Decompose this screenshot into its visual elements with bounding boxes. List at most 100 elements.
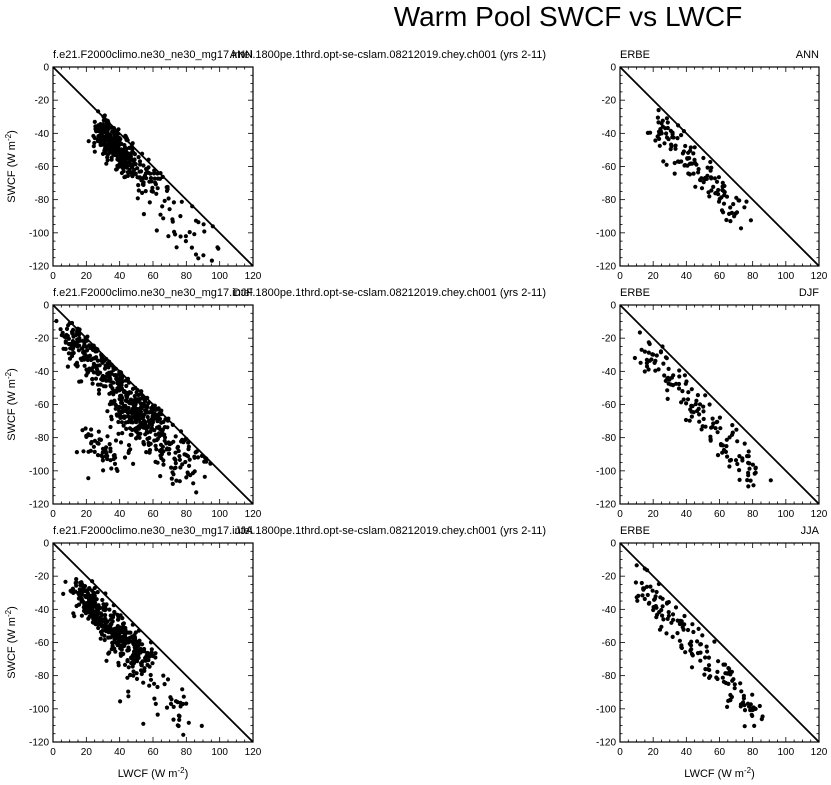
scatter-point — [87, 353, 93, 358]
scatter-point — [113, 438, 119, 443]
scatter-point — [199, 723, 204, 729]
scatter-point — [202, 459, 207, 464]
scatter-point — [702, 672, 707, 677]
scatter-point — [91, 365, 96, 370]
scatter-point — [81, 350, 86, 355]
scatter-point — [655, 612, 660, 617]
scatter-point — [174, 245, 179, 250]
x-tick-label: 60 — [714, 509, 726, 520]
scatter-point — [105, 619, 110, 624]
y-tick-label: -40 — [602, 129, 617, 140]
scatter-point — [91, 356, 96, 361]
scatter-point — [85, 591, 90, 596]
scatter-point — [121, 621, 126, 626]
scatter-point — [83, 335, 88, 340]
scatter-point — [703, 393, 708, 398]
x-tick-label: 100 — [211, 747, 228, 758]
scatter-point — [735, 439, 740, 444]
scatter-point — [103, 613, 108, 618]
y-tick-label: -80 — [35, 195, 50, 206]
scatter-point — [121, 165, 126, 170]
scatter-point — [727, 458, 733, 463]
panel-season-label: ANN — [796, 49, 819, 61]
scatter-point — [768, 478, 773, 483]
scatter-point — [116, 148, 121, 153]
x-tick-label: 0 — [50, 747, 56, 758]
scatter-point — [108, 622, 113, 627]
scatter-point — [689, 651, 695, 657]
scatter-point — [172, 229, 177, 234]
scatter-points — [61, 577, 204, 737]
scatter-point — [129, 144, 134, 149]
scatter-point — [683, 650, 688, 655]
scatter-point — [706, 663, 712, 668]
scatter-point — [670, 634, 675, 640]
reference-line — [619, 304, 820, 505]
y-tick-label: -60 — [35, 162, 50, 173]
scatter-point — [111, 603, 116, 608]
scatter-point — [715, 676, 720, 682]
scatter-point — [120, 147, 125, 152]
scatter-point — [122, 455, 128, 460]
scatter-point — [99, 624, 105, 629]
scatter-point — [664, 116, 670, 121]
scatter-point — [109, 401, 114, 406]
scatter-point — [192, 232, 197, 237]
scatter-point — [712, 639, 717, 644]
scatter-point — [104, 658, 109, 663]
scatter-point — [653, 368, 658, 373]
scatter-point — [732, 682, 737, 687]
scatter-point — [728, 219, 733, 224]
scatter-point — [96, 387, 102, 393]
y-tick-label: -100 — [596, 704, 616, 715]
scatter-point — [177, 454, 182, 459]
scatter-point — [66, 323, 71, 328]
scatter-point — [146, 157, 151, 162]
scatter-point — [113, 373, 118, 378]
scatter-point — [720, 450, 725, 455]
scatter-point — [149, 650, 154, 655]
scatter-point — [725, 454, 730, 459]
scatter-point — [150, 661, 155, 666]
scatter-point — [76, 596, 81, 601]
scatter-point — [173, 461, 178, 466]
scatter-point — [144, 167, 149, 172]
scatter-point — [75, 326, 80, 331]
scatter-point — [105, 409, 110, 414]
scatter-point — [670, 383, 676, 388]
scatter-point — [713, 426, 718, 431]
scatter-point — [82, 589, 87, 594]
scatter-point — [149, 179, 154, 184]
scatter-point — [735, 461, 740, 467]
x-tick-label: 20 — [81, 747, 93, 758]
panel-model-ann: 0 20 40 60 80 100 120 0 -20 -40 -60 -80 -100 -120 f.e2… — [4, 49, 546, 282]
scatter-point — [136, 183, 141, 188]
panel-obs-ann: 0 20 40 60 80 100 120 0 -20 -40 -60 -80 -100 -120 ERBE… — [596, 49, 828, 282]
y-tick-label: -120 — [29, 500, 49, 511]
scatter-point — [695, 651, 701, 656]
scatter-point — [152, 681, 157, 686]
scatter-point — [104, 445, 109, 450]
scatter-point — [126, 443, 132, 448]
scatter-point — [126, 419, 131, 425]
scatter-point — [141, 680, 146, 685]
scatter-point — [739, 689, 744, 694]
scatter-point — [158, 453, 163, 458]
y-tick-label: -80 — [35, 433, 50, 444]
scatter-point — [100, 356, 105, 361]
scatter-point — [137, 175, 142, 180]
scatter-point — [116, 431, 121, 436]
scatter-point — [140, 190, 145, 195]
scatter-point — [113, 406, 118, 411]
scatter-point — [109, 647, 114, 652]
scatter-point — [108, 613, 113, 618]
scatter-point — [671, 135, 676, 140]
scatter-point — [72, 341, 78, 346]
scatter-point — [673, 146, 678, 151]
scatter-point — [724, 194, 730, 199]
scatter-point — [639, 580, 644, 586]
scatter-point — [123, 134, 128, 139]
scatter-point — [120, 431, 125, 436]
scatter-point — [752, 723, 757, 729]
y-tick-label: -40 — [35, 367, 50, 378]
